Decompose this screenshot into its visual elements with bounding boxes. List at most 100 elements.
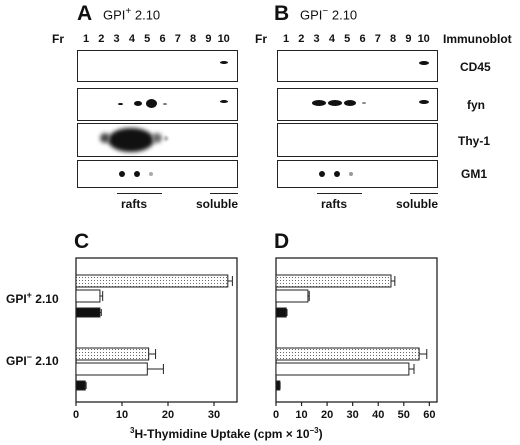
bar <box>275 274 392 288</box>
lane-number: 4 <box>128 33 135 45</box>
x-tick-label: 40 <box>372 409 384 421</box>
panel-letter-d: D <box>274 230 290 253</box>
lane-number: 9 <box>405 33 412 45</box>
lane-number: 1 <box>82 33 90 45</box>
immunoblot-label: Immunoblot <box>443 32 512 46</box>
lane-number: 10 <box>417 33 430 45</box>
soluble-bracket-a <box>210 193 238 194</box>
condition-sup: + <box>125 6 132 17</box>
rafts-label-b: rafts <box>321 197 348 211</box>
row-label-suffix: 2.10 <box>31 354 59 368</box>
lane-number: 4 <box>328 33 335 45</box>
band <box>163 103 167 105</box>
bar <box>75 347 150 361</box>
chart-frame <box>275 257 438 403</box>
soluble-bracket-b <box>410 193 438 194</box>
band <box>349 172 353 176</box>
band <box>149 172 153 176</box>
band <box>118 103 123 105</box>
chart-frame <box>75 257 238 403</box>
x-tick-label: 0 <box>273 409 279 421</box>
soluble-label-a: soluble <box>196 197 239 211</box>
blot-a-gm1 <box>77 160 238 188</box>
x-tick-label: 30 <box>208 409 220 421</box>
rafts-bracket-b <box>317 193 362 194</box>
lane-number: 2 <box>98 33 105 45</box>
band <box>419 100 429 104</box>
bar <box>275 362 410 376</box>
lane-number: 9 <box>205 33 212 45</box>
blot-a-cd45 <box>77 50 238 82</box>
rafts-bracket-a <box>117 193 162 194</box>
bar <box>75 289 101 303</box>
condition-suffix: 2.10 <box>328 7 358 23</box>
axis-title-text: H-Thymidine Uptake (cpm × 10 <box>134 427 310 441</box>
row-label-thy1: Thy-1 <box>458 134 491 148</box>
band <box>362 102 366 104</box>
blot-a-thy1 <box>77 123 238 157</box>
row-label-fyn: fyn <box>467 98 485 112</box>
lane-number: 3 <box>313 33 320 45</box>
lane-number: 7 <box>174 33 181 45</box>
lane-number: 7 <box>374 33 381 45</box>
row-label-prefix: GPI <box>6 354 27 368</box>
band <box>119 171 125 177</box>
panel-a-condition: GPI+ 2.10 <box>103 6 160 22</box>
band <box>220 61 228 64</box>
row-label-sup: + <box>26 290 32 300</box>
row-label-cd45: CD45 <box>460 60 491 74</box>
panel-letter-c: C <box>74 230 90 253</box>
band <box>319 171 325 177</box>
rafts-label-a: rafts <box>121 197 148 211</box>
lane-number: 2 <box>298 33 305 45</box>
blot-b-gm1 <box>277 160 438 188</box>
band <box>164 136 168 141</box>
band <box>134 171 140 177</box>
band <box>344 100 356 106</box>
x-tick-label: 10 <box>295 409 307 421</box>
x-tick-label: 30 <box>347 409 359 421</box>
bar <box>75 274 229 288</box>
bar <box>275 289 309 303</box>
x-tick-label: 60 <box>423 409 435 421</box>
x-tick-label: 10 <box>116 409 128 421</box>
lane-number: 5 <box>344 33 351 45</box>
bar <box>75 380 86 391</box>
chart-row-label-gpi-minus: GPI− 2.10 <box>6 352 59 368</box>
blot-b-thy1 <box>277 123 438 157</box>
band <box>419 61 429 65</box>
condition-sup: − <box>322 6 329 17</box>
band <box>146 99 157 108</box>
blot-b-cd45 <box>277 50 438 82</box>
bar <box>75 362 148 376</box>
fraction-label-a: Fr <box>52 32 64 46</box>
bar <box>275 380 281 391</box>
condition-suffix: 2.10 <box>131 7 161 23</box>
fraction-label-b: Fr <box>255 32 267 46</box>
bar <box>75 307 101 318</box>
panel-letter-a: A <box>77 2 93 25</box>
axis-title-exponent: −3 <box>309 426 319 435</box>
row-label-prefix: GPI <box>6 292 27 306</box>
panel-b-condition: GPI− 2.10 <box>300 6 357 22</box>
lane-number: 8 <box>390 33 397 45</box>
panel-letter-b: B <box>274 2 290 25</box>
band <box>334 171 340 177</box>
band <box>108 128 154 152</box>
lane-number: 1 <box>282 33 290 45</box>
lane-number: 6 <box>359 33 366 45</box>
lane-number: 3 <box>113 33 120 45</box>
lane-number: 10 <box>217 33 230 45</box>
band <box>100 133 110 143</box>
x-tick-label: 20 <box>321 409 333 421</box>
band <box>312 100 326 106</box>
bar <box>275 307 287 318</box>
band <box>220 100 228 103</box>
band <box>152 133 162 143</box>
row-label-gm1: GM1 <box>461 167 488 181</box>
x-axis-title: 3H-Thymidine Uptake (cpm × 10−3) <box>130 426 323 441</box>
condition-prefix: GPI <box>300 7 323 23</box>
x-tick-label: 0 <box>73 409 79 421</box>
row-label-sup: − <box>26 352 32 362</box>
